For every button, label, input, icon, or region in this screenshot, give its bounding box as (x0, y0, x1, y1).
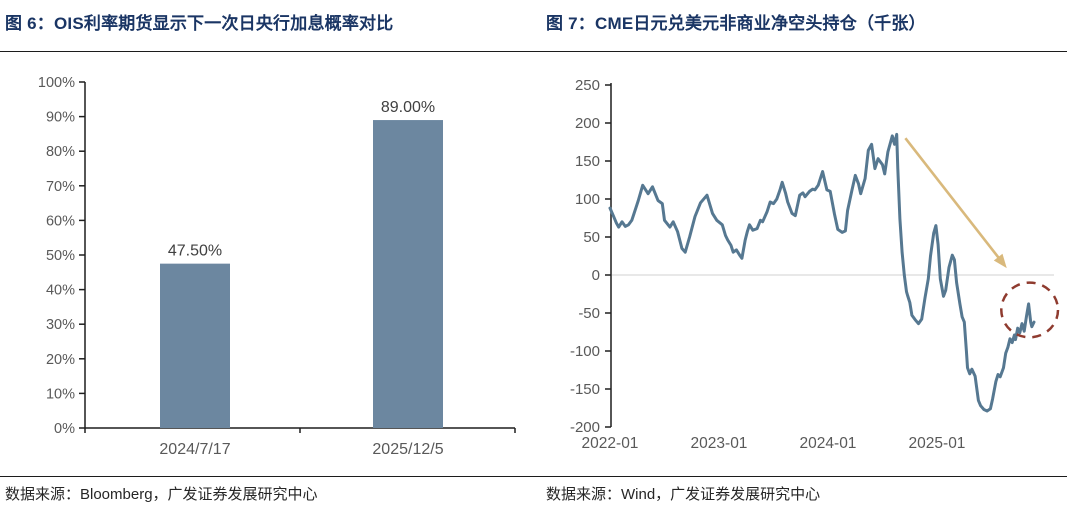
y-tick-label: 0 (592, 267, 600, 284)
bar-category-label: 2024/7/17 (159, 441, 230, 458)
y-tick-label: 60% (46, 213, 75, 229)
y-tick-label: 30% (46, 317, 75, 333)
bar-value-label: 89.00% (381, 99, 435, 116)
highlight-dashed-circle (1000, 281, 1060, 339)
y-axis: 250 200 150 100 50 0 -50 -100 -150 -200 (570, 77, 612, 436)
x-tick-label: 2023-01 (691, 435, 748, 452)
y-tick-label: 50% (46, 248, 75, 264)
x-axis (84, 427, 516, 433)
y-tick-label: 40% (46, 283, 75, 299)
probability-bar (373, 120, 443, 428)
y-tick-label: 150 (575, 153, 600, 170)
bar-value-label: 47.50% (168, 243, 222, 260)
y-tick-label: 100 (575, 191, 600, 208)
figure7-source: 数据来源：Wind，广发证券发展研究中心 (546, 486, 821, 503)
y-tick-label: 10% (46, 386, 75, 402)
x-tick-label: 2025-01 (909, 435, 966, 452)
decline-arrow-shaft (904, 137, 1002, 262)
figure6-source: 数据来源：Bloomberg，广发证券发展研究中心 (5, 486, 318, 503)
x-axis: 2022-01 2023-01 2024-01 2025-01 (582, 435, 966, 452)
y-tick-label: -50 (578, 305, 600, 322)
y-tick-label: 100% (38, 75, 75, 91)
x-tick-label: 2022-01 (582, 435, 639, 452)
y-tick-label: 70% (46, 179, 75, 195)
bar-category-label: 2025/12/5 (372, 441, 443, 458)
source-divider-rule (0, 476, 1067, 477)
y-tick-label: 20% (46, 352, 75, 368)
x-tick-label: 2024-01 (800, 435, 857, 452)
y-tick-label: 50 (583, 229, 600, 246)
probability-bar (160, 263, 230, 428)
ois-rate-hike-probability-bar-chart: 0% 10% 20% 30% 40% 50% 60% 70% 80% 90% 100% 47.50% 2… (38, 75, 516, 458)
y-tick-label: 200 (575, 115, 600, 132)
y-tick-label: 250 (575, 77, 600, 94)
y-tick-label: -200 (570, 419, 600, 436)
y-tick-label: 90% (46, 110, 75, 126)
y-axis: 0% 10% 20% 30% 40% 50% 60% 70% 80% 90% 100% (38, 75, 86, 437)
decline-arrow-head (993, 253, 1007, 269)
y-tick-label: -100 (570, 343, 600, 360)
figure6-title: 图 6：OIS利率期货显示下一次日央行加息概率对比 (5, 14, 394, 33)
title-divider-rule (0, 51, 1067, 52)
y-tick-label: 0% (54, 421, 75, 437)
y-tick-label: 80% (46, 144, 75, 160)
net-short-position-line (608, 132, 1036, 413)
y-tick-label: -150 (570, 381, 600, 398)
figure7-title: 图 7：CME日元兑美元非商业净空头持仓（千张） (546, 14, 926, 33)
